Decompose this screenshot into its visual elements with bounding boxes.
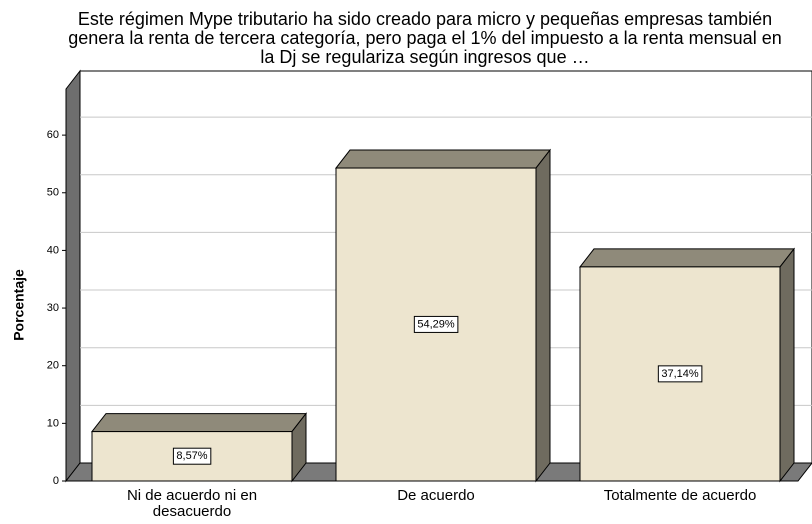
y-tick-label: 20 bbox=[47, 360, 59, 372]
value-label: 8,57% bbox=[176, 450, 207, 462]
value-label-box bbox=[172, 447, 212, 465]
bar-top bbox=[578, 248, 796, 268]
bar-top bbox=[334, 149, 552, 169]
bar-side bbox=[779, 247, 795, 483]
y-tick-label: 40 bbox=[47, 244, 59, 256]
y-tick-label: 30 bbox=[47, 302, 59, 314]
value-label-box bbox=[413, 315, 459, 333]
bar-top bbox=[90, 413, 308, 433]
chart-title: Este régimen Mype tributario ha sido cre… bbox=[68, 9, 782, 67]
left-wall bbox=[65, 69, 81, 483]
y-tick-label: 0 bbox=[53, 475, 59, 487]
y-axis-label: Porcentaje bbox=[11, 269, 27, 341]
y-tick-label: 50 bbox=[47, 187, 59, 199]
value-label: 37,14% bbox=[661, 368, 699, 380]
y-tick-label: 10 bbox=[47, 417, 59, 429]
value-label: 54,29% bbox=[417, 318, 455, 330]
y-tick-label: 60 bbox=[47, 129, 59, 141]
value-label-box bbox=[657, 365, 703, 383]
x-tick-label: De acuerdo bbox=[397, 487, 475, 504]
x-tick-label: Ni de acuerdo ni en desacuerdo bbox=[126, 487, 258, 520]
bar-side bbox=[535, 148, 551, 483]
x-tick-label: Totalmente de acuerdo bbox=[603, 487, 757, 504]
